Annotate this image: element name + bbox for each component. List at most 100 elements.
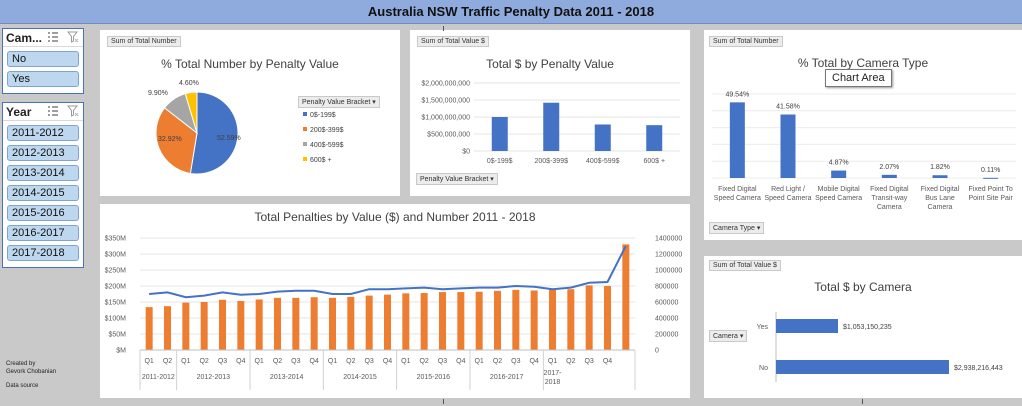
pie-chart: 52.59% 32.92% 9.90% 4.60% 0$-199$ 200$-399$ 40… xyxy=(148,80,344,175)
camera-type-card[interactable]: Sum of Total Number % Total by Camera Ty… xyxy=(704,30,1022,240)
year-slicer-item[interactable]: 2015-2016 xyxy=(7,205,79,221)
penalty-value-bar xyxy=(457,292,465,350)
pie-chart-title: % Total Number by Penalty Value xyxy=(161,57,339,71)
quarter-label: Q2 xyxy=(493,358,502,365)
y-tick-label: $1,000,000,000 xyxy=(421,115,470,122)
y-left-tick-label: $M xyxy=(116,348,126,355)
year-slicer-item[interactable]: 2016-2017 xyxy=(7,225,79,241)
clear-filter-icon[interactable] xyxy=(67,105,79,117)
penalty-value-bar xyxy=(439,292,446,350)
x-tick-label: Red Light / xyxy=(771,186,805,193)
camera-type-axis-button[interactable]: Camera Type xyxy=(709,222,765,234)
value-bar xyxy=(594,124,611,151)
chart-area-tooltip: Chart Area xyxy=(825,69,892,87)
year-group-label: 2014-2015 xyxy=(343,374,377,381)
x-tick-label: Fixed Digital xyxy=(870,186,909,193)
y-left-tick-label: $150M xyxy=(105,300,127,307)
value-bar-chart: $0 $500,000,000 $1,000,000,000 $1,500,000,0… xyxy=(421,81,680,165)
year-group-label: 2011-2012 xyxy=(142,374,175,381)
penalty-number-line xyxy=(149,245,627,299)
penalty-value-bar xyxy=(567,289,575,350)
year-slicer[interactable]: Year 2011-2012 2012-2013 2013-2014 2014-201… xyxy=(2,102,84,268)
credit-label: Created by xyxy=(6,361,36,367)
penalty-value-bar xyxy=(585,285,593,350)
x-tick-label: Mobile Digital xyxy=(818,186,860,193)
pie-chart-card[interactable]: Sum of Total Number % Total Number by Pe… xyxy=(100,30,400,196)
combo-chart-title: Total Penalties by Value ($) and Number … xyxy=(254,210,536,224)
year-slicer-header: Year xyxy=(3,103,83,121)
value-bar-axis-button[interactable]: Penalty Value Bracket xyxy=(416,173,498,185)
y-tick-label: No xyxy=(759,365,768,372)
x-tick-label: Fixed Point To xyxy=(969,186,1013,193)
value-bar-card[interactable]: Sum of Total Value $ Total $ by Penalty … xyxy=(410,30,690,196)
camera-hbar-title: Total $ by Camera xyxy=(814,280,912,294)
year-slicer-item[interactable]: 2012-2013 xyxy=(7,145,79,161)
multi-select-icon[interactable] xyxy=(47,105,59,117)
bar-data-label: 2.07% xyxy=(879,164,899,171)
pane-divider-mark xyxy=(443,399,444,404)
bar-data-label: 49.54% xyxy=(725,91,749,98)
penalty-value-bar xyxy=(200,302,208,350)
combo-chart-card[interactable]: Total Penalties by Value ($) and Number … xyxy=(100,204,690,398)
x-tick-label: 0$-199$ xyxy=(487,158,513,165)
camera-type-bar xyxy=(729,102,745,178)
y-tick-label: $0 xyxy=(462,149,470,156)
legend-entry: 600$ + xyxy=(310,157,332,164)
legend-swatch xyxy=(303,157,307,161)
clear-filter-icon[interactable] xyxy=(67,31,79,43)
penalty-value-bar xyxy=(347,296,355,350)
camera-hbar-axis-button[interactable]: Camera xyxy=(709,330,748,342)
penalty-value-bar xyxy=(549,289,556,350)
quarter-label: Q3 xyxy=(511,358,520,365)
year-group-label: 2013-2014 xyxy=(270,374,304,381)
pie-slice xyxy=(155,107,198,175)
year-slicer-item[interactable]: 2013-2014 xyxy=(7,165,79,181)
quarter-label: Q3 xyxy=(291,358,300,365)
penalty-value-bar xyxy=(237,301,245,350)
multi-select-icon[interactable] xyxy=(47,31,59,43)
camera-hbar-field-button[interactable]: Sum of Total Value $ xyxy=(709,260,781,271)
bar-data-label: 0.11% xyxy=(981,167,1000,174)
camera-type-chart: 49.54% Fixed Digital Speed Camera 41.58% Red… xyxy=(712,91,1016,211)
x-tick-label: Point Site Pair xyxy=(968,195,1013,202)
quarter-label: Q2 xyxy=(273,358,282,365)
value-bar xyxy=(491,117,508,151)
camera-hbar-card[interactable]: Sum of Total Value $ Total $ by Camera $… xyxy=(704,256,1022,398)
camera-type-bar xyxy=(831,170,847,178)
hbar-data-label: $2,938,216,443 xyxy=(954,365,1003,372)
year-slicer-item[interactable]: 2014-2015 xyxy=(7,185,79,201)
data-source-link[interactable]: Data source xyxy=(6,383,39,389)
year-slicer-item[interactable]: 2011-2012 xyxy=(7,125,79,141)
camera-slicer-item[interactable]: No xyxy=(7,51,79,67)
pie-data-label: 32.92% xyxy=(158,136,182,143)
quarter-label: Q4 xyxy=(456,358,465,365)
x-tick-label: Bus Lane xyxy=(925,195,955,202)
hbar-data-label: $1,053,150,235 xyxy=(843,324,892,331)
y-right-tick-label: 1200000 xyxy=(655,252,682,259)
x-tick-label: Speed Camera xyxy=(764,195,811,202)
quarter-label: Q3 xyxy=(364,358,373,365)
camera-slicer[interactable]: Cam... No Yes xyxy=(2,28,84,94)
penalty-value-bar xyxy=(402,293,410,350)
combo-chart: $M $50M $100M $150M $200M $250M $300M $350M 0 200… xyxy=(105,236,682,390)
quarter-label: Q1 xyxy=(548,358,557,365)
year-slicer-item[interactable]: 2017-2018 xyxy=(7,245,79,261)
penalty-value-bar xyxy=(274,297,281,350)
y-right-tick-label: 1000000 xyxy=(655,268,682,275)
value-bar-title: Total $ by Penalty Value xyxy=(486,57,614,71)
quarter-label: Q4 xyxy=(309,358,318,365)
y-right-tick-label: 1400000 xyxy=(655,236,682,243)
quarter-label: Q4 xyxy=(529,358,538,365)
camera-type-field-button[interactable]: Sum of Total Number xyxy=(709,36,783,47)
y-left-tick-label: $100M xyxy=(105,316,127,323)
pie-field-button[interactable]: Sum of Total Number xyxy=(107,36,181,47)
year-group-label: 2017- xyxy=(544,370,563,377)
pie-legend-field-button[interactable]: Penalty Value Bracket xyxy=(298,96,380,108)
bar-data-label: 1.82% xyxy=(930,164,950,171)
y-right-tick-label: 0 xyxy=(655,348,659,355)
value-bar-field-button[interactable]: Sum of Total Value $ xyxy=(417,36,489,47)
pie-data-label: 52.59% xyxy=(217,135,241,142)
camera-type-bar xyxy=(780,114,796,178)
camera-slicer-item[interactable]: Yes xyxy=(7,71,79,87)
camera-hbar-chart: $1,053,150,235 Yes $2,938,216,443 No xyxy=(757,312,1003,382)
